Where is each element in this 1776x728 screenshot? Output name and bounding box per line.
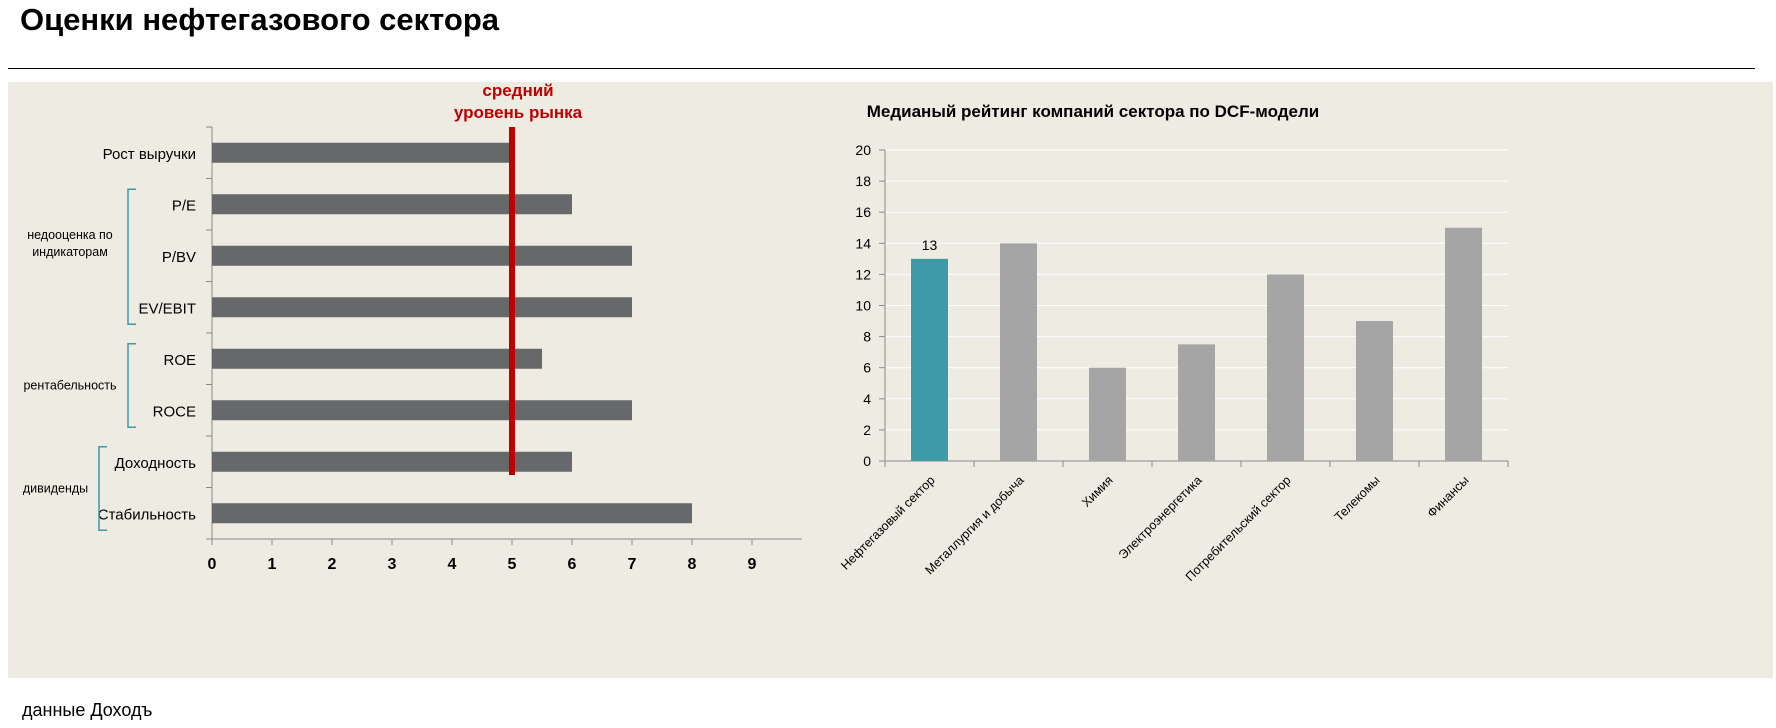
category-label: P/E: [172, 197, 196, 214]
group-bracket: [127, 343, 136, 428]
y-tick-label: 18: [855, 173, 871, 189]
y-tick-label: 12: [855, 266, 871, 282]
group-label: недооценка по: [27, 228, 113, 242]
page-title: Оценки нефтегазового сектора: [20, 2, 500, 37]
x-tick-label: 0: [208, 556, 217, 573]
category-label: Металлургия и добыча: [922, 473, 1026, 577]
group-label: рентабельность: [23, 379, 116, 393]
x-tick-label: 2: [328, 556, 337, 573]
group-label: индикаторам: [32, 245, 108, 259]
bar: [212, 400, 632, 421]
x-tick-label: 3: [388, 556, 397, 573]
y-tick-label: 6: [863, 360, 871, 376]
bar: [212, 451, 572, 472]
y-tick-label: 10: [855, 298, 871, 314]
x-tick-label: 6: [568, 556, 577, 573]
x-tick-label: 9: [748, 556, 757, 573]
bar: [1267, 274, 1304, 461]
x-tick-label: 5: [508, 556, 517, 573]
x-tick-label: 4: [448, 556, 457, 573]
y-tick-label: 2: [863, 422, 871, 438]
x-tick-label: 7: [628, 556, 637, 573]
bar: [212, 142, 512, 163]
bar: [1089, 367, 1126, 461]
market-average-line: [509, 127, 515, 475]
x-tick-label: 8: [688, 556, 697, 573]
bar: [1445, 227, 1482, 461]
bar: [1356, 321, 1393, 461]
category-label: ROCE: [153, 403, 196, 420]
group-label: дивиденды: [23, 482, 88, 496]
bar: [911, 258, 948, 461]
group-bracket: [127, 188, 136, 325]
bar: [212, 297, 632, 318]
y-tick-label: 20: [855, 142, 871, 158]
title-divider: [8, 68, 1755, 69]
category-label: Нефтегазовый сектор: [838, 473, 937, 572]
dcf-rating-bar-chart: Медианый рейтинг компаний сектора по DCF…: [838, 102, 1509, 584]
category-label: Финансы: [1425, 473, 1472, 520]
y-tick-label: 16: [855, 204, 871, 220]
bar: [1178, 344, 1215, 461]
chart-panel: 0 1 2 3 4 5 6 7 8 9 Рост выручки P/E P/BV EV/EBIT ROE R…: [8, 82, 1773, 678]
category-label: Химия: [1079, 473, 1116, 510]
bar: [212, 194, 572, 215]
valuation-bar-chart: 0 1 2 3 4 5 6 7 8 9 Рост выручки P/E P/BV EV/EBIT ROE R…: [23, 82, 802, 573]
y-tick-label: 0: [863, 453, 871, 469]
category-label: Телекомы: [1332, 473, 1383, 524]
source-note: данные Доходъ: [22, 700, 153, 720]
group-bracket: [98, 446, 107, 531]
chart-title: Медианый рейтинг компаний сектора по DCF…: [867, 102, 1320, 121]
y-tick-label: 14: [855, 235, 871, 251]
data-label: 13: [922, 237, 938, 253]
category-label: Доходность: [115, 455, 197, 472]
category-label: Электроэнергетика: [1116, 473, 1205, 562]
bar: [212, 348, 542, 369]
category-label: Стабильность: [98, 506, 196, 523]
y-tick-label: 4: [863, 391, 871, 407]
bar: [212, 245, 632, 266]
x-tick-label: 1: [268, 556, 277, 573]
bar: [1000, 243, 1037, 461]
category-label: P/BV: [162, 249, 196, 266]
category-label: EV/EBIT: [138, 300, 196, 317]
category-label: Потребительский сектор: [1183, 473, 1294, 584]
bar: [212, 503, 692, 524]
category-label: Рост выручки: [103, 146, 196, 163]
reference-label: уровень рынка: [454, 103, 583, 122]
category-label: ROE: [163, 352, 196, 369]
reference-label: средний: [482, 82, 553, 100]
y-tick-label: 8: [863, 329, 871, 345]
